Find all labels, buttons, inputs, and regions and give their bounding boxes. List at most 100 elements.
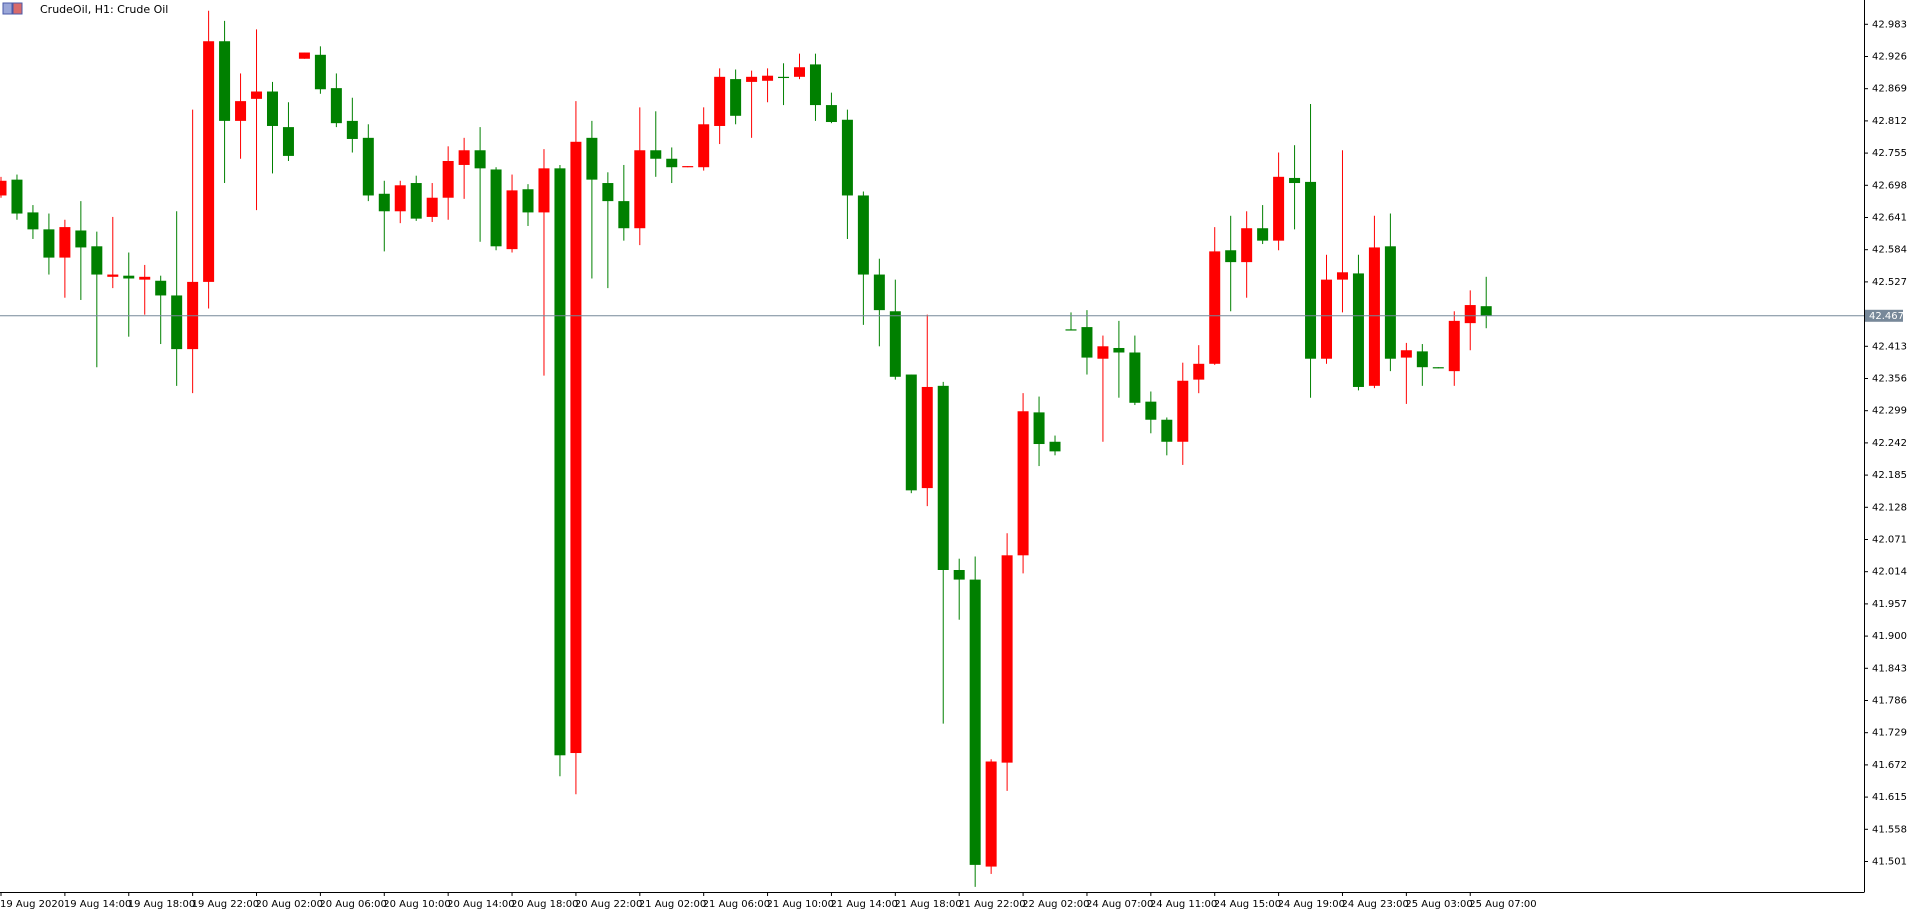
y-tick-label: 41.615: [1872, 792, 1907, 803]
candle-body: [1321, 279, 1333, 359]
x-tick-label: 24 Aug 23:00: [1341, 899, 1408, 910]
candle-body: [1289, 177, 1301, 184]
y-tick-label: 42.926: [1872, 51, 1907, 62]
candle-body: [362, 137, 374, 196]
y-tick-label: 42.698: [1872, 180, 1907, 191]
candle-body: [953, 569, 965, 580]
candle-body: [1193, 363, 1205, 380]
candle-body: [1097, 346, 1109, 359]
candle-body: [91, 246, 103, 275]
candle-body: [857, 195, 869, 275]
candle-body: [490, 169, 502, 247]
candle-body: [794, 67, 805, 77]
candle-body: [1081, 327, 1093, 358]
y-tick-label: 42.755: [1872, 148, 1907, 159]
candle-body: [1416, 351, 1428, 368]
chart-title: CrudeOil, H1: Crude Oil: [40, 3, 168, 16]
y-tick-label: 41.900: [1872, 631, 1907, 642]
y-tick-label: 42.014: [1872, 567, 1907, 578]
x-tick-label: 21 Aug 10:00: [767, 899, 834, 910]
candle-body: [1049, 441, 1061, 452]
x-tick-label: 19 Aug 22:00: [192, 899, 259, 910]
y-tick-label: 42.128: [1872, 502, 1907, 513]
candle-body: [171, 295, 183, 350]
candle-body: [538, 168, 550, 213]
candle-body: [586, 137, 598, 180]
candle-body: [506, 190, 518, 250]
candle-body: [1241, 228, 1253, 263]
candle-body: [1336, 272, 1348, 280]
candle-body: [905, 374, 917, 491]
candle-body: [1225, 250, 1237, 263]
y-tick-label: 42.869: [1872, 84, 1907, 95]
candle-body: [921, 386, 933, 489]
candle-body: [873, 274, 885, 311]
x-tick-label: 24 Aug 07:00: [1086, 899, 1153, 910]
x-tick-label: 21 Aug 14:00: [830, 899, 897, 910]
candle-body: [666, 158, 678, 168]
y-tick-label: 41.843: [1872, 663, 1907, 674]
candle-body: [330, 88, 342, 124]
candle-body: [378, 193, 390, 212]
y-tick-label: 42.527: [1872, 277, 1907, 288]
candle-body: [442, 161, 454, 198]
candle-body: [1384, 246, 1396, 359]
candle-body: [1480, 306, 1492, 316]
candle-body: [762, 75, 774, 81]
candle-body: [1161, 419, 1173, 442]
candle-body: [346, 120, 358, 139]
candle-body: [314, 54, 326, 90]
candle-body: [1065, 329, 1077, 331]
candle-body: [570, 141, 582, 754]
y-tick-label: 41.501: [1872, 856, 1907, 867]
candle-body: [682, 166, 694, 168]
x-tick-label: 21 Aug 06:00: [703, 899, 770, 910]
x-tick-label: 21 Aug 02:00: [639, 899, 706, 910]
candle-body: [11, 179, 23, 214]
candle-body: [0, 180, 7, 196]
candle-body: [634, 150, 646, 229]
candle-body: [282, 127, 294, 156]
x-tick-label: 24 Aug 11:00: [1150, 899, 1217, 910]
y-tick-label: 41.672: [1872, 760, 1907, 771]
candle-body: [155, 280, 167, 296]
candle-body: [1352, 273, 1364, 387]
x-tick-label: 19 Aug 14:00: [64, 899, 131, 910]
y-tick-label: 41.558: [1872, 824, 1907, 835]
x-tick-label: 20 Aug 18:00: [511, 899, 578, 910]
candle-body: [969, 579, 981, 865]
candle-body: [714, 76, 726, 126]
candle-body: [1400, 350, 1412, 358]
candle-body: [937, 385, 949, 570]
candle-body: [1177, 380, 1189, 442]
candle-body: [75, 230, 87, 248]
candle-body: [139, 276, 151, 280]
candle-body: [698, 124, 710, 168]
candle-body: [618, 201, 630, 229]
x-tick-label: 20 Aug 10:00: [383, 899, 450, 910]
candle-body: [394, 185, 406, 212]
candle-body: [410, 183, 422, 219]
x-tick-label: 25 Aug 07:00: [1469, 899, 1536, 910]
candle-body: [1145, 401, 1157, 420]
candle-body: [1273, 176, 1285, 241]
y-tick-label: 42.071: [1872, 534, 1907, 545]
y-tick-label: 42.812: [1872, 116, 1907, 127]
y-tick-label: 41.729: [1872, 728, 1907, 739]
x-tick-label: 25 Aug 03:00: [1405, 899, 1472, 910]
candle-body: [1464, 305, 1476, 324]
candle-body: [266, 91, 278, 126]
candle-body: [985, 761, 997, 867]
y-tick-label: 42.299: [1872, 406, 1907, 417]
candle-body: [730, 79, 742, 116]
candle-body: [1432, 367, 1444, 369]
candle-body: [474, 150, 486, 169]
y-tick-label: 42.356: [1872, 373, 1907, 384]
y-tick-label: 42.242: [1872, 438, 1907, 449]
candle-body: [1257, 228, 1269, 241]
candle-body: [298, 52, 310, 59]
x-tick-label: 20 Aug 14:00: [447, 899, 514, 910]
y-tick-label: 42.413: [1872, 341, 1907, 352]
candle-body: [251, 91, 263, 99]
